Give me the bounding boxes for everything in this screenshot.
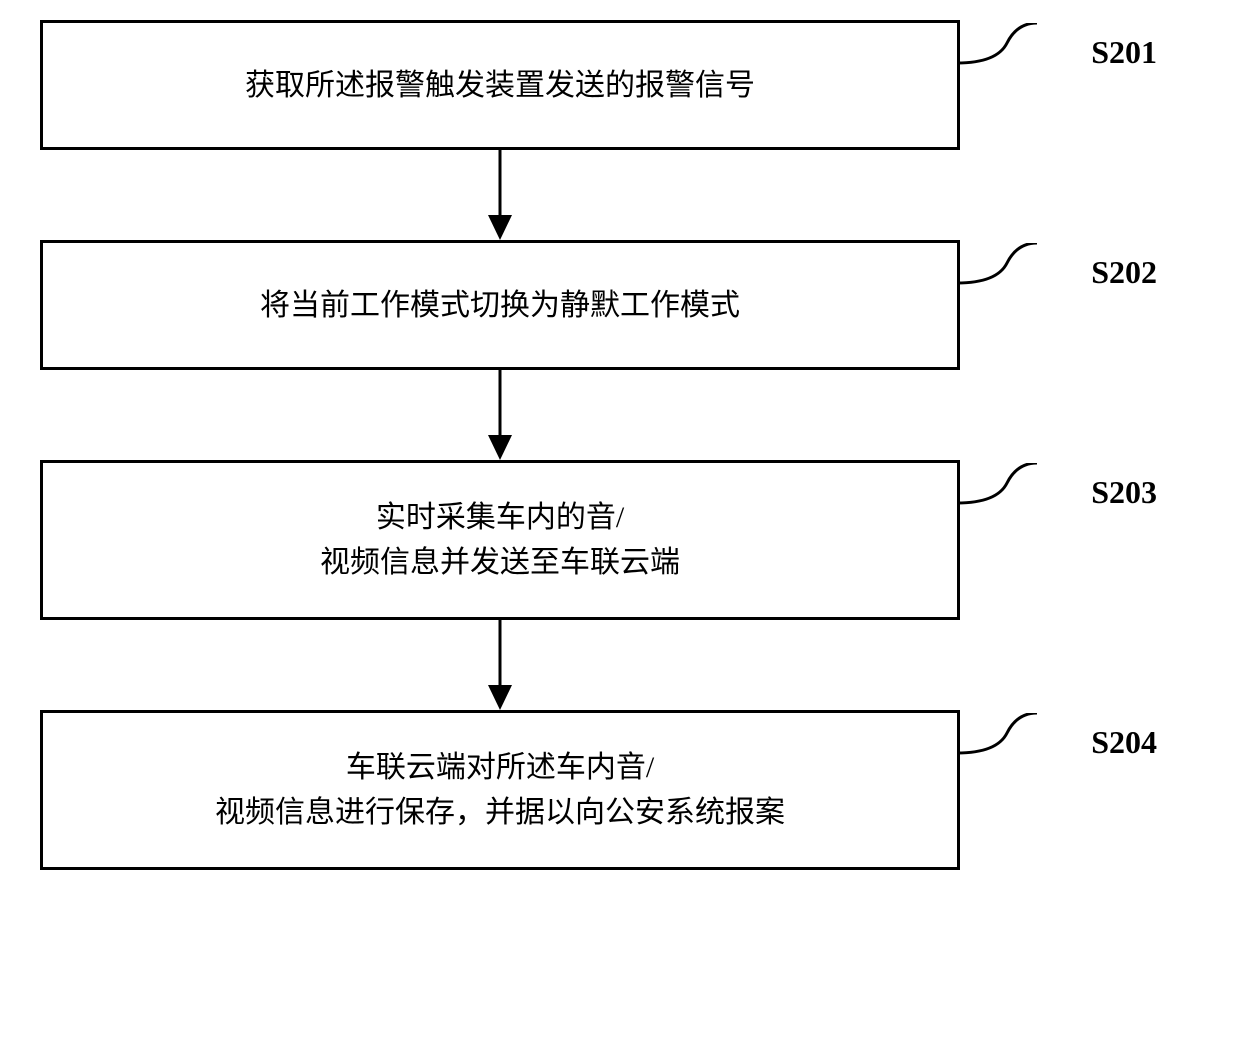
label-connector: [957, 243, 1037, 293]
step-text: 实时采集车内的音/ 视频信息并发送至车联云端: [320, 495, 680, 585]
step-text: 将当前工作模式切换为静默工作模式: [260, 283, 740, 328]
step-box-s203: S203 实时采集车内的音/ 视频信息并发送至车联云端: [40, 460, 960, 620]
label-connector: [957, 23, 1037, 73]
label-connector: [957, 713, 1037, 763]
step-text: 车联云端对所述车内音/ 视频信息进行保存，并据以向公安系统报案: [215, 745, 785, 835]
step-box-s201: S201 获取所述报警触发装置发送的报警信号: [40, 20, 960, 150]
step-label: S201: [1091, 28, 1157, 76]
step-label: S203: [1091, 468, 1157, 516]
flowchart-container: S201 获取所述报警触发装置发送的报警信号 S202 将当前工作模式切换为静默…: [40, 20, 1000, 870]
flow-arrow: [40, 370, 960, 460]
step-box-s202: S202 将当前工作模式切换为静默工作模式: [40, 240, 960, 370]
step-text: 获取所述报警触发装置发送的报警信号: [245, 63, 755, 108]
step-label: S204: [1091, 718, 1157, 766]
step-box-s204: S204 车联云端对所述车内音/ 视频信息进行保存，并据以向公安系统报案: [40, 710, 960, 870]
step-label: S202: [1091, 248, 1157, 296]
label-connector: [957, 463, 1037, 513]
flow-arrow: [40, 150, 960, 240]
flow-arrow: [40, 620, 960, 710]
